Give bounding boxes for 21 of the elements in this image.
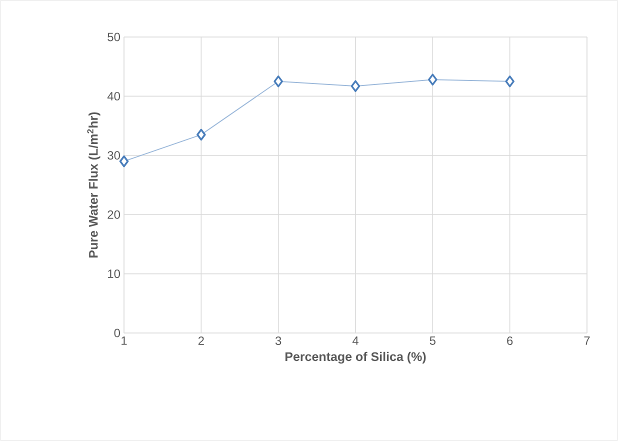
x-tick-label: 5	[430, 336, 436, 345]
point	[350, 80, 360, 92]
y-tick-label: 30	[108, 151, 120, 160]
x-tick-label: 4	[352, 336, 358, 345]
point	[196, 128, 206, 141]
x-tick-label: 6	[507, 336, 513, 346]
point	[428, 74, 438, 86]
y-tick-label: 0	[114, 328, 120, 338]
y-tick-label: 40	[107, 92, 120, 100]
point	[505, 75, 514, 88]
point	[119, 155, 129, 168]
y-axis-title: Pure Water Flux (L/m$^{2}$hr)	[87, 112, 100, 258]
y-tick-label: 20	[108, 210, 120, 219]
point	[274, 75, 283, 88]
y-tick-label: 10	[108, 270, 120, 278]
y-tick-label: 50	[108, 32, 120, 42]
x-tick-label: 3	[275, 336, 282, 346]
x-axis-title: Percentage of Silica (%)	[285, 352, 426, 364]
x-tick-label: 2	[198, 336, 204, 345]
x-tick-label: 7	[584, 336, 590, 345]
x-tick-label: 1	[122, 336, 127, 345]
